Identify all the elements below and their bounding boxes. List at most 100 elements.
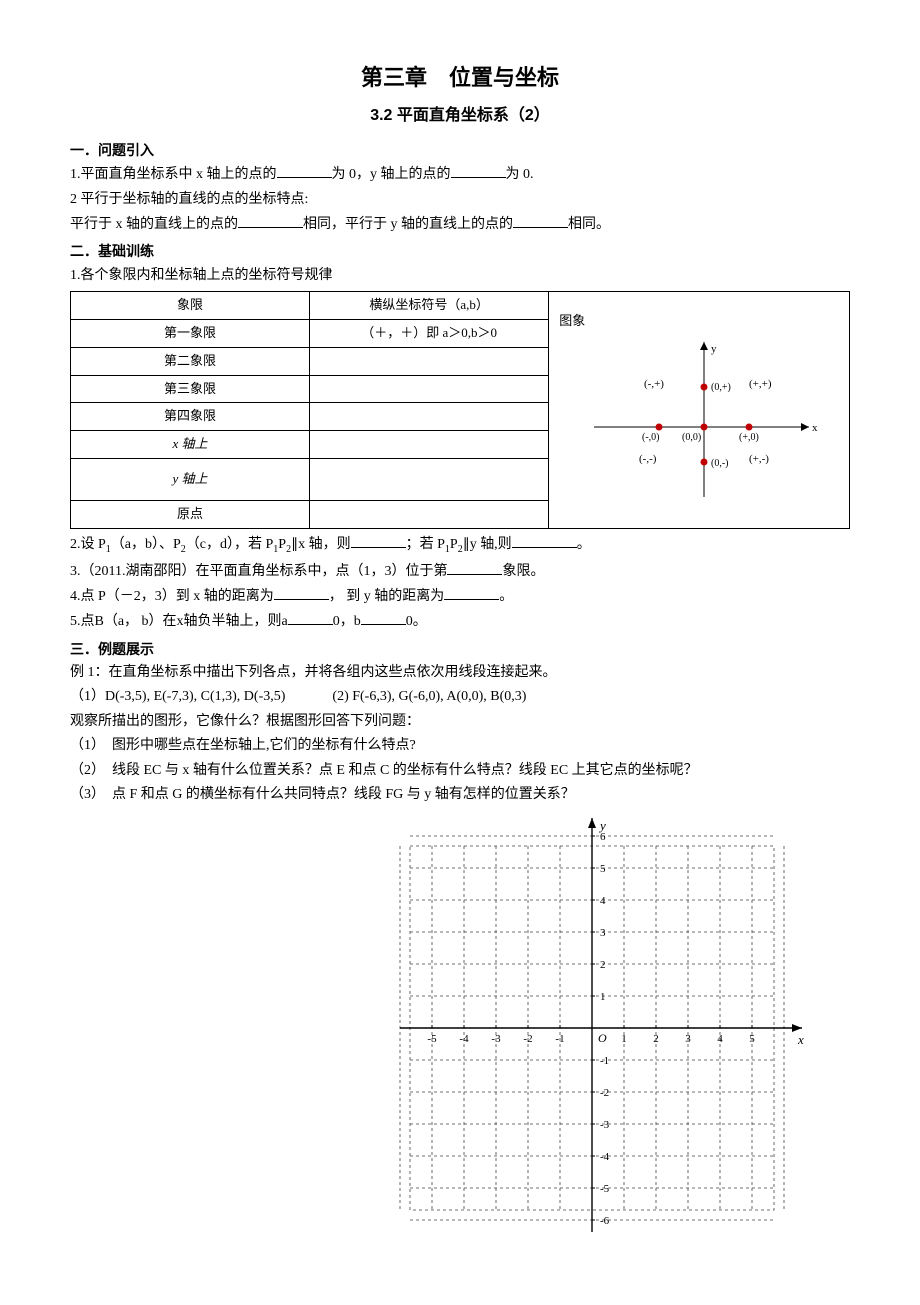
coordinate-grid-wrap: -5-4-3-2-112345123456-1-2-3-4-5-6Oxy: [370, 816, 850, 1244]
quadrant-diagram: y x (-,+) (+,+) (-,-) (+,-) (-,0) (0,0) …: [574, 332, 824, 502]
text: 相同，平行于 y 轴的直线上的点的: [303, 217, 513, 232]
cell: [310, 403, 549, 431]
q2-label: (-,+): [644, 378, 664, 390]
cell: [310, 431, 549, 459]
text: 0。: [406, 614, 427, 629]
blank: [351, 533, 406, 548]
blank: [274, 585, 329, 600]
svg-text:-3: -3: [600, 1119, 610, 1131]
svg-text:1: 1: [600, 991, 606, 1003]
text: P: [450, 537, 458, 552]
section-2-heading: 二．基础训练: [70, 240, 850, 262]
section-3-heading: 三．例题展示: [70, 638, 850, 660]
x-label: x: [812, 422, 818, 434]
text: ∥y 轴,则: [463, 537, 512, 552]
q4-label: (+,-): [749, 453, 769, 465]
svg-text:-5: -5: [600, 1183, 610, 1195]
q1-label: (+,+): [749, 378, 772, 390]
cell: （＋，＋）即 a＞0,b＞0: [310, 319, 549, 347]
ex1-q2: （2） 线段 EC 与 x 轴有什么位置关系？点 E 和点 C 的坐标有什么特点…: [70, 760, 850, 782]
text: 3.（2011.湖南邵阳）在平面直角坐标系中，点（1，3）位于第: [70, 564, 447, 579]
negx-label: (-,0): [642, 432, 660, 443]
origin-label: (0,0): [682, 432, 701, 443]
quadrant-table: 象限 横纵坐标符号（a,b） 图象 y x (-,+) (+,+) (-,-) …: [70, 291, 850, 529]
text: 1.平面直角坐标系中 x 轴上的点的: [70, 167, 277, 182]
text: P: [278, 537, 286, 552]
section-1-heading: 一．问题引入: [70, 139, 850, 161]
cell: [310, 347, 549, 375]
text: 。: [577, 537, 591, 552]
text: 为 0，y 轴上的点的: [332, 167, 451, 182]
text: ∥x 轴，则: [291, 537, 351, 552]
svg-text:-2: -2: [600, 1087, 609, 1099]
svg-text:-4: -4: [459, 1033, 469, 1045]
posx-label: (+,0): [739, 432, 759, 443]
blank: [451, 163, 506, 178]
text: （a，b）、P: [111, 537, 181, 552]
ex1-obs: 观察所描出的图形，它像什么？根据图形回答下列问题：: [70, 711, 850, 733]
q2-2: 2.设 P1（a，b）、P2（c，d），若 P1P2∥x 轴，则；若 P1P2∥…: [70, 533, 850, 558]
col-header: 象限: [71, 292, 310, 320]
blank: [444, 585, 499, 600]
col-header: 图象: [555, 311, 843, 332]
svg-text:x: x: [797, 1032, 804, 1047]
blank: [447, 560, 502, 575]
text: 平行于 x 轴的直线上的点的: [70, 217, 238, 232]
text: ；若 P: [406, 537, 445, 552]
blank: [238, 213, 303, 228]
text: 2.设 P: [70, 537, 106, 552]
svg-text:1: 1: [621, 1033, 627, 1045]
cell: 第二象限: [71, 347, 310, 375]
y-label: y: [711, 343, 717, 355]
svg-text:2: 2: [600, 959, 606, 971]
q1-3: 平行于 x 轴的直线上的点的相同，平行于 y 轴的直线上的点的相同。: [70, 213, 850, 236]
ex1-title: 例 1：在直角坐标系中描出下列各点，并将各组内这些点依次用线段连接起来。: [70, 662, 850, 684]
text: 象限。: [502, 564, 544, 579]
cell: y 轴上: [71, 458, 310, 500]
coordinate-grid: -5-4-3-2-112345123456-1-2-3-4-5-6Oxy: [370, 816, 830, 1236]
svg-text:4: 4: [717, 1033, 723, 1045]
cell: x 轴上: [71, 431, 310, 459]
cell: 原点: [71, 500, 310, 528]
ex1-q3: （3） 点 F 和点 G 的横坐标有什么共同特点？线段 FG 与 y 轴有怎样的…: [70, 784, 850, 806]
blank: [288, 610, 333, 625]
ex1-q1: （1） 图形中哪些点在坐标轴上,它们的坐标有什么特点?: [70, 735, 850, 757]
posy-label: (0,+): [711, 382, 731, 393]
blank: [277, 163, 332, 178]
cell: [310, 500, 549, 528]
text: 。: [499, 589, 513, 604]
blank: [512, 533, 577, 548]
q3-label: (-,-): [639, 453, 657, 465]
q2-4: 4.点 P（－2，3）到 x 轴的距离为 ， 到 y 轴的距离为 。: [70, 585, 850, 608]
q2-5: 5.点B（a， b）在x轴负半轴上，则a0，b0。: [70, 610, 850, 633]
svg-text:-4: -4: [600, 1151, 610, 1163]
svg-text:y: y: [598, 818, 606, 833]
chapter-title: 第三章 位置与坐标: [70, 60, 850, 95]
blank: [513, 213, 568, 228]
svg-text:5: 5: [749, 1033, 755, 1045]
cell: 第三象限: [71, 375, 310, 403]
svg-text:O: O: [598, 1031, 607, 1045]
svg-text:-3: -3: [491, 1033, 501, 1045]
text: 5.点B（a， b）在x轴负半轴上，则a: [70, 614, 288, 629]
text: ， 到 y 轴的距离为: [329, 589, 445, 604]
svg-text:4: 4: [600, 895, 606, 907]
section-title: 3.2 平面直角坐标系（2）: [70, 103, 850, 129]
svg-text:3: 3: [685, 1033, 691, 1045]
text: 4.点 P（－2，3）到 x 轴的距离为: [70, 589, 274, 604]
cell: 第四象限: [71, 403, 310, 431]
q2-3: 3.（2011.湖南邵阳）在平面直角坐标系中，点（1，3）位于第 象限。: [70, 560, 850, 583]
diagram-cell: 图象 y x (-,+) (+,+) (-,-) (+,-) (-,0) (0,…: [549, 292, 850, 529]
cell: [310, 458, 549, 500]
svg-text:-1: -1: [555, 1033, 564, 1045]
q1-2: 2 平行于坐标轴的直线的点的坐标特点:: [70, 189, 850, 211]
q1-1: 1.平面直角坐标系中 x 轴上的点的 为 0，y 轴上的点的 为 0.: [70, 163, 850, 186]
q2-1: 1.各个象限内和坐标轴上点的坐标符号规律: [70, 265, 850, 287]
svg-text:-2: -2: [523, 1033, 532, 1045]
blank: [361, 610, 406, 625]
cell: [310, 375, 549, 403]
text: 为 0.: [506, 167, 534, 182]
table-row: 象限 横纵坐标符号（a,b） 图象 y x (-,+) (+,+) (-,-) …: [71, 292, 850, 320]
svg-text:-1: -1: [600, 1055, 609, 1067]
svg-text:3: 3: [600, 927, 606, 939]
